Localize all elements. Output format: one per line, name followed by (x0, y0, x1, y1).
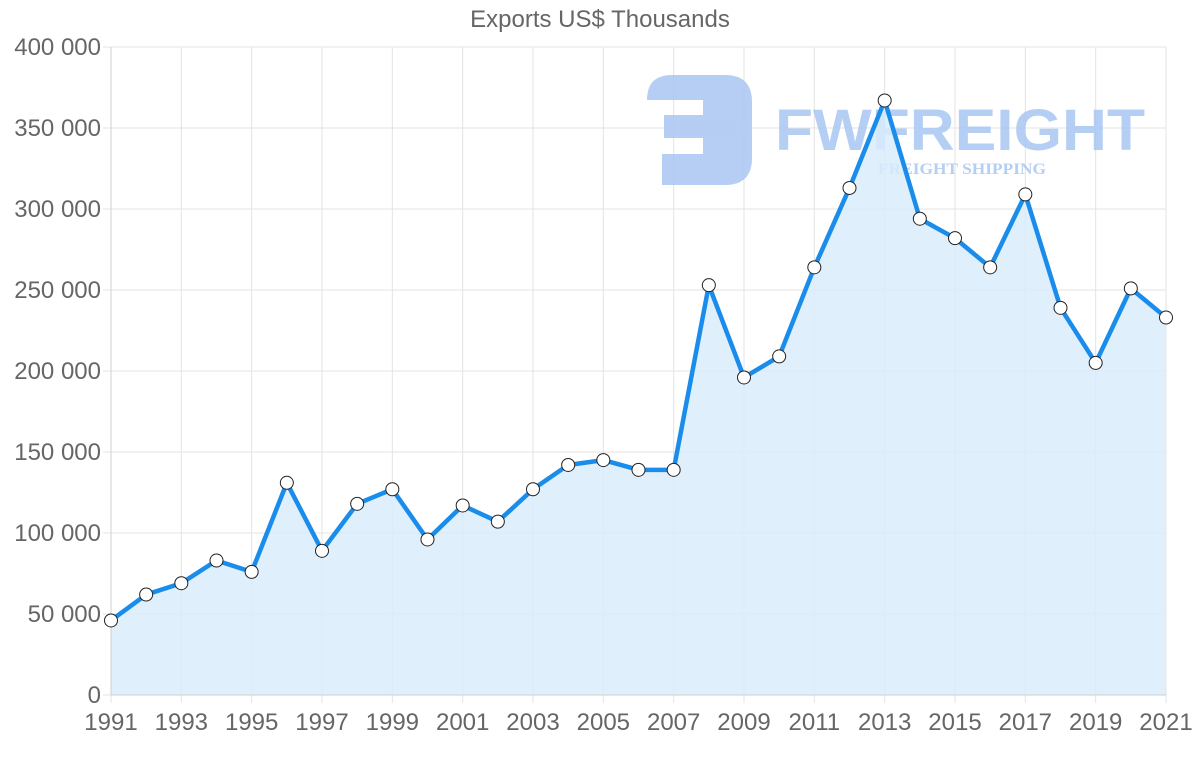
x-tick-label: 2015 (928, 709, 981, 736)
y-tick-label: 200 000 (14, 358, 101, 385)
area-fill (111, 100, 1166, 695)
data-point-2010[interactable] (772, 349, 787, 364)
data-points (104, 93, 1173, 628)
data-point-2015[interactable] (948, 231, 962, 246)
data-point-2016[interactable] (983, 260, 998, 275)
data-point-2014[interactable] (912, 211, 927, 226)
x-tick-label: 1993 (155, 709, 208, 736)
x-tick-label: 1999 (366, 709, 419, 736)
data-point-1995[interactable] (244, 564, 259, 579)
x-tick-label: 2017 (999, 709, 1052, 736)
y-tick-label: 250 000 (14, 277, 101, 304)
data-point-2019[interactable] (1088, 355, 1103, 370)
data-point-2011[interactable] (807, 260, 822, 275)
data-point-1994[interactable] (209, 553, 224, 568)
data-point-2012[interactable] (842, 180, 857, 195)
y-tick-label: 400 000 (14, 34, 101, 61)
x-tick-label: 2007 (647, 709, 700, 736)
fw-logo-icon (647, 75, 752, 185)
data-point-1991[interactable] (104, 613, 118, 628)
data-point-1999[interactable] (385, 482, 400, 497)
y-tick-label: 150 000 (14, 439, 101, 466)
x-tick-label: 1997 (295, 709, 348, 736)
data-point-2003[interactable] (526, 482, 540, 497)
data-point-2020[interactable] (1123, 281, 1138, 296)
y-axis-ticks: 0 50 000 100 000 150 000 200 000 250 000 300 0… (14, 34, 101, 709)
axes (110, 47, 1166, 696)
watermark-brand: FWFREIGHT (775, 98, 1145, 163)
x-tick-label: 1991 (84, 709, 137, 736)
data-point-1997[interactable] (315, 543, 329, 558)
x-tick-label: 2011 (789, 709, 841, 736)
data-point-1996[interactable] (279, 475, 294, 490)
x-axis-ticks: 1991 1993 1995 1997 1999 2001 2003 2005 2007 2009… (84, 709, 1192, 736)
data-point-1992[interactable] (139, 587, 154, 602)
x-tick-label: 2021 (1139, 709, 1192, 736)
y-tick-label: 300 000 (14, 196, 101, 223)
data-point-2021[interactable] (1159, 310, 1173, 325)
chart-title: Exports US$ Thousands (470, 6, 730, 33)
data-point-2000[interactable] (420, 532, 435, 547)
data-point-1993[interactable] (174, 576, 189, 591)
x-tick-label: 2001 (436, 709, 489, 736)
data-point-2002[interactable] (490, 514, 505, 529)
data-point-2009[interactable] (737, 370, 751, 385)
x-tick-label: 2013 (858, 709, 911, 736)
data-point-2017[interactable] (1018, 187, 1033, 202)
x-tick-label: 2005 (577, 709, 630, 736)
x-tick-label: 2019 (1069, 709, 1122, 736)
data-point-2001[interactable] (455, 498, 470, 513)
y-tick-label: 100 000 (14, 520, 101, 547)
y-tick-label: 0 (88, 682, 101, 709)
data-point-2013[interactable] (877, 93, 892, 108)
x-tick-label: 2009 (717, 709, 770, 736)
data-point-2008[interactable] (701, 278, 716, 293)
data-point-2006[interactable] (631, 462, 646, 477)
watermark-logo: FWFREIGHT FREIGHT SHIPPING (647, 75, 1145, 185)
data-point-1998[interactable] (350, 496, 365, 511)
y-tick-label: 50 000 (28, 601, 101, 628)
data-point-2004[interactable] (561, 457, 576, 472)
y-tick-label: 350 000 (14, 115, 101, 142)
data-point-2018[interactable] (1053, 300, 1068, 315)
data-point-2005[interactable] (596, 453, 611, 468)
x-tick-label: 2003 (506, 709, 559, 736)
watermark-tagline: FREIGHT SHIPPING (878, 161, 1047, 178)
x-tick-label: 1995 (225, 709, 278, 736)
data-point-2007[interactable] (666, 462, 681, 477)
